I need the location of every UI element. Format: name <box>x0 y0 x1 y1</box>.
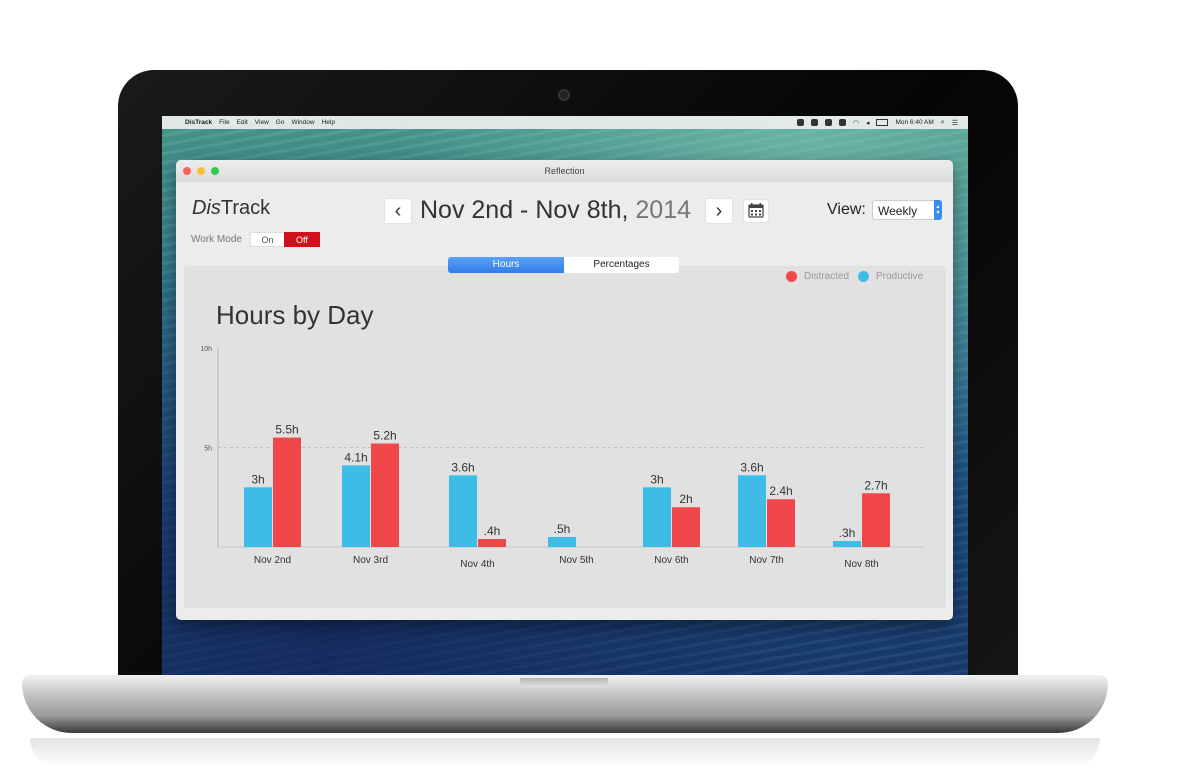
app-logo: DisTrack <box>192 197 270 220</box>
tab-percentages[interactable]: Percentages <box>564 257 679 273</box>
calendar-icon[interactable] <box>743 199 769 223</box>
distracted-bar <box>478 539 506 547</box>
productive-bar <box>449 475 477 547</box>
work-mode-label: Work Mode <box>191 234 242 245</box>
productive-dot-icon <box>858 271 869 282</box>
productive-value-label: .5h <box>554 522 571 536</box>
x-tick-label: Nov 2nd <box>254 555 291 566</box>
work-mode-toggle: Work Mode On Off <box>191 232 320 247</box>
app-name-part1: Dis <box>192 197 221 219</box>
distracted-bar <box>371 443 399 547</box>
productive-bar <box>548 537 576 547</box>
menu-item-help[interactable]: Help <box>321 119 335 126</box>
work-mode-off-button[interactable]: Off <box>283 232 320 247</box>
distracted-value-label: 5.5h <box>275 423 298 437</box>
view-select-value: Weekly <box>878 204 918 218</box>
distracted-bar <box>672 507 700 547</box>
productive-bar <box>244 487 272 547</box>
volume-icon[interactable]: ◂ <box>865 119 870 127</box>
x-tick-label: Nov 6th <box>654 555 688 566</box>
legend-distracted-label: Distracted <box>804 271 850 282</box>
x-tick-label: Nov 3rd <box>353 555 388 566</box>
menu-item-file[interactable]: File <box>219 119 230 126</box>
chart-tabs: Hours Percentages <box>448 257 679 273</box>
app-name-part2: Track <box>220 197 271 219</box>
menu-item-window[interactable]: Window <box>291 119 315 126</box>
distracted-bar <box>862 493 890 547</box>
distracted-bar <box>767 499 795 547</box>
tab-hours[interactable]: Hours <box>448 257 564 273</box>
y-tick-label: 10h <box>200 346 212 353</box>
distracted-value-label: 2h <box>679 492 692 506</box>
distracted-value-label: 2.4h <box>769 484 792 498</box>
notification-center-icon[interactable]: ☰ <box>951 119 958 127</box>
bar-chart: 10h 5h 3h 5.5h Nov 2nd 4.1h 5.2h Nov 3rd 3.6h .4h… <box>200 346 923 570</box>
menu-bar: DisTrack File Edit View Go Window Help ◠… <box>162 116 968 129</box>
distracted-bar <box>273 437 301 547</box>
y-tick-label: 5h <box>204 446 212 453</box>
distracted-value-label: 5.2h <box>373 429 396 443</box>
zoom-button[interactable] <box>211 167 219 175</box>
window-title: Reflection <box>544 166 585 176</box>
laptop-reflection <box>30 738 1100 768</box>
date-range-year: 2014 <box>635 196 692 224</box>
menu-app-name[interactable]: DisTrack <box>185 119 213 126</box>
spotlight-icon[interactable]: ⌕ <box>940 118 945 126</box>
status-icon[interactable] <box>824 119 832 126</box>
work-mode-on-button[interactable]: On <box>249 232 284 247</box>
chart-title: Hours by Day <box>216 300 374 330</box>
menu-item-view[interactable]: View <box>254 119 269 126</box>
productive-value-label: .3h <box>839 526 856 540</box>
productive-value-label: 4.1h <box>344 450 367 464</box>
chart-panel <box>184 266 946 608</box>
x-tick-label: Nov 4th <box>460 559 494 570</box>
legend-productive-label: Productive <box>876 271 924 282</box>
app-window: Reflection DisTrack Work Mode On Off ‹ N… <box>176 160 953 620</box>
productive-bar <box>342 465 370 547</box>
previous-week-button[interactable]: ‹ <box>384 198 412 224</box>
status-icon[interactable] <box>838 119 846 126</box>
date-range-text: Nov 2nd - Nov 8th, <box>420 196 629 224</box>
menu-item-edit[interactable]: Edit <box>236 119 248 126</box>
screen: DisTrack File Edit View Go Window Help ◠… <box>162 116 968 676</box>
date-range-label: Nov 2nd - Nov 8th, 2014 <box>420 196 691 225</box>
productive-value-label: 3h <box>650 472 663 486</box>
productive-bar <box>833 541 861 547</box>
distracted-value-label: .4h <box>484 524 501 538</box>
menu-item-go[interactable]: Go <box>275 119 285 126</box>
productive-value-label: 3.6h <box>740 460 763 474</box>
camera-icon <box>558 89 570 101</box>
next-week-button[interactable]: › <box>705 198 733 224</box>
minimize-button[interactable] <box>197 167 205 175</box>
distracted-dot-icon <box>786 271 797 282</box>
productive-bar <box>738 475 766 547</box>
menu-clock[interactable]: Mon 6:40 AM <box>895 119 934 126</box>
status-icon[interactable] <box>796 119 804 126</box>
x-tick-label: Nov 8th <box>844 559 878 570</box>
view-select[interactable]: Weekly ▲ ▼ <box>872 200 942 220</box>
status-icon[interactable] <box>810 119 818 126</box>
productive-value-label: 3.6h <box>451 460 474 474</box>
title-bar: Reflection <box>176 160 953 182</box>
legend-distracted: Distracted <box>786 271 849 282</box>
wifi-icon[interactable]: ◠ <box>852 119 859 127</box>
distracted-value-label: 2.7h <box>864 478 887 492</box>
view-label: View: <box>827 201 866 218</box>
productive-value-label: 3h <box>251 472 264 486</box>
laptop-notch <box>520 678 608 687</box>
legend-productive: Productive <box>858 271 923 282</box>
battery-icon[interactable] <box>876 119 889 126</box>
productive-bar <box>643 487 671 547</box>
select-arrows-icon: ▲ ▼ <box>934 200 942 220</box>
x-tick-label: Nov 5th <box>559 555 593 566</box>
close-button[interactable] <box>183 167 191 175</box>
x-tick-label: Nov 7th <box>749 555 783 566</box>
